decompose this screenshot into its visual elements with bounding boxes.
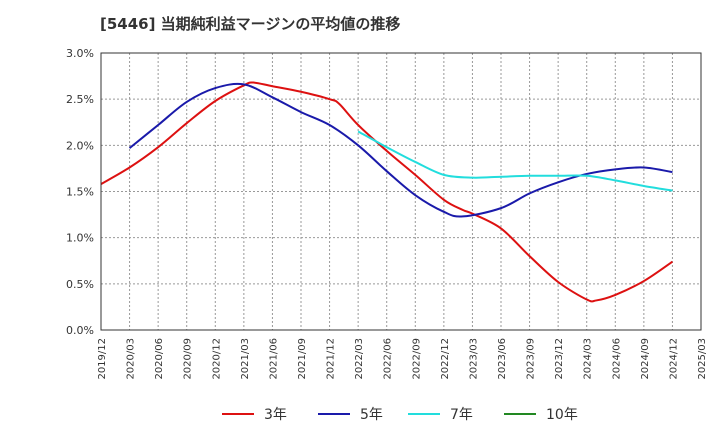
series-line-3年 xyxy=(100,81,673,303)
x-tick-label: 2023/09 xyxy=(526,338,537,380)
x-tick-label: 2021/03 xyxy=(240,338,251,380)
y-tick-label: 3.0% xyxy=(66,47,94,60)
x-tick-label: 2021/12 xyxy=(326,338,337,380)
chart-title: [5446] 当期純利益マージンの平均値の推移 xyxy=(100,15,401,33)
x-tick-label: 2023/03 xyxy=(468,338,479,380)
x-tick-label: 2020/06 xyxy=(154,338,165,380)
x-tick-label: 2021/09 xyxy=(297,338,308,380)
x-tick-label: 2022/03 xyxy=(354,338,365,380)
legend-label-5年: 5年 xyxy=(360,407,383,423)
x-tick-label: 2020/09 xyxy=(183,338,194,380)
x-tick-label: 2022/06 xyxy=(383,338,394,380)
x-tick-label: 2024/03 xyxy=(583,338,594,380)
x-tick-label: 2023/12 xyxy=(554,338,565,380)
grid-layer xyxy=(101,53,701,330)
y-tick-label: 1.0% xyxy=(66,232,94,245)
x-tick-label: 2020/03 xyxy=(126,338,137,380)
x-axis: 2019/12 2020/03 2020/06 2020/09 2020/12 2021/… xyxy=(97,338,708,380)
plot-frame xyxy=(100,52,702,331)
series-line-7年 xyxy=(357,130,673,192)
x-tick-label: 2022/09 xyxy=(411,338,422,380)
y-tick-label: 0.5% xyxy=(66,278,94,291)
x-tick-label: 2022/12 xyxy=(440,338,451,380)
x-tick-label: 2024/09 xyxy=(640,338,651,380)
legend-label-7年: 7年 xyxy=(450,407,473,423)
y-tick-label: 0.0% xyxy=(66,324,94,337)
y-tick-label: 2.5% xyxy=(66,93,94,106)
x-tick-label: 2025/03 xyxy=(697,338,708,380)
x-tick-label: 2024/06 xyxy=(611,338,622,380)
x-tick-label: 2019/12 xyxy=(97,338,108,380)
x-tick-label: 2024/12 xyxy=(668,338,679,380)
x-tick-label: 2023/06 xyxy=(497,338,508,380)
y-tick-label: 2.0% xyxy=(66,139,94,152)
legend-label-10年: 10年 xyxy=(546,407,578,423)
legend: 3年 5年 7年 10年 xyxy=(222,407,578,423)
y-tick-label: 1.5% xyxy=(66,186,94,199)
legend-label-3年: 3年 xyxy=(264,407,287,423)
series-layer xyxy=(100,81,673,303)
x-tick-label: 2020/12 xyxy=(211,338,222,380)
series-line-5年 xyxy=(128,82,673,218)
x-tick-label: 2021/06 xyxy=(268,338,279,380)
y-axis: 0.0% 0.5% 1.0% 1.5% 2.0% 2.5% 3.0% xyxy=(66,47,94,337)
